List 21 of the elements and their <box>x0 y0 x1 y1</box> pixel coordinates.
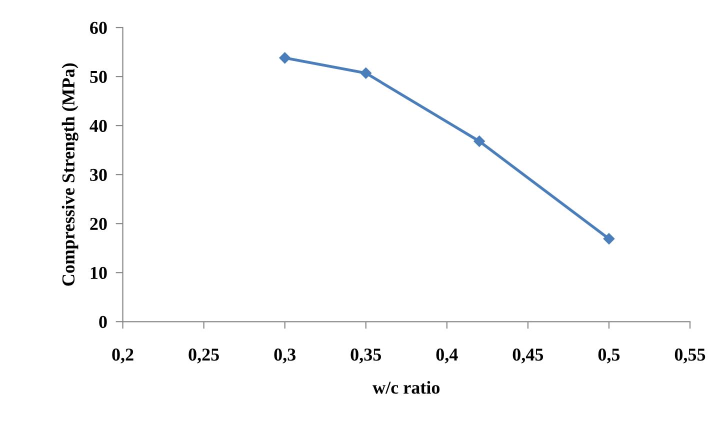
x-tick-label: 0,25 <box>188 348 219 364</box>
x-axis-title: w/c ratio <box>372 381 440 394</box>
point <box>474 136 485 147</box>
y-axis-title: Compressive Strength (MPa) <box>62 63 78 286</box>
y-tick-label: 50 <box>90 70 107 83</box>
y-tick-label: 20 <box>90 218 107 230</box>
x-tick-label: 0,35 <box>350 348 382 364</box>
x-tick-label: 0,4 <box>436 348 458 364</box>
x-tick-label: 0,55 <box>674 348 706 364</box>
y-tick-label: 30 <box>90 168 107 182</box>
x-tick-label: 0,2 <box>112 348 134 364</box>
x-tick-label: 0,5 <box>598 348 620 364</box>
point <box>360 68 372 79</box>
x-tick-label: 0,3 <box>274 348 296 364</box>
y-tick-label: 0 <box>99 316 107 328</box>
y-tick-label: 40 <box>90 120 107 132</box>
y-tick-label: 60 <box>90 22 107 34</box>
point <box>279 52 290 64</box>
point <box>603 233 615 244</box>
y-tick-label: 10 <box>90 266 107 280</box>
x-tick-label: 0,45 <box>512 348 544 364</box>
